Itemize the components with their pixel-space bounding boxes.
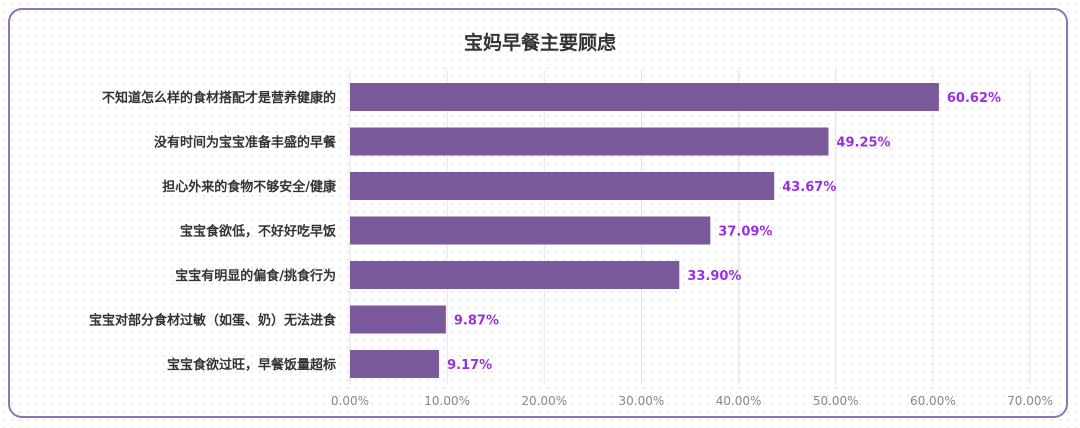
bar	[350, 305, 446, 334]
bar	[350, 83, 939, 111]
x-tick-label: 60.00%	[910, 394, 956, 408]
chart-title: 宝妈早餐主要顾虑	[463, 32, 616, 54]
chart-frame	[8, 8, 1068, 418]
bar	[350, 350, 440, 378]
category-label: 宝宝有明显的偏食/挑食行为	[175, 268, 336, 284]
category-label: 宝宝对部分食材过敏（如蛋、奶）无法进食	[89, 313, 337, 329]
x-tick-label: 20.00%	[521, 394, 567, 408]
category-label: 没有时间为宝宝准备丰盛的早餐	[154, 135, 337, 151]
data-label: 9.87%	[454, 314, 499, 329]
category-label: 宝宝食欲过旺，早餐饭量超标	[167, 357, 336, 373]
x-tick-label: 0.00%	[331, 394, 369, 408]
data-label: 60.62%	[947, 91, 1001, 106]
x-tick-label: 30.00%	[619, 394, 665, 408]
data-label: 33.90%	[687, 269, 741, 284]
bar	[350, 216, 711, 245]
data-label: 9.17%	[447, 358, 492, 373]
data-label: 43.67%	[782, 180, 836, 195]
bar	[350, 172, 775, 200]
bar	[350, 127, 829, 156]
bar	[350, 261, 680, 289]
x-tick-label: 10.00%	[424, 394, 470, 408]
data-label: 37.09%	[718, 225, 772, 240]
x-tick-label: 40.00%	[716, 394, 762, 408]
category-label: 宝宝食欲低，不好好吃早饭	[180, 224, 336, 240]
category-label: 担心外来的食物不够安全/健康	[162, 179, 337, 195]
x-tick-label: 70.00%	[1007, 394, 1053, 408]
data-label: 49.25%	[836, 136, 890, 151]
x-tick-label: 50.00%	[813, 394, 859, 408]
category-label: 不知道怎么样的食材搭配才是营养健康的	[102, 90, 336, 106]
